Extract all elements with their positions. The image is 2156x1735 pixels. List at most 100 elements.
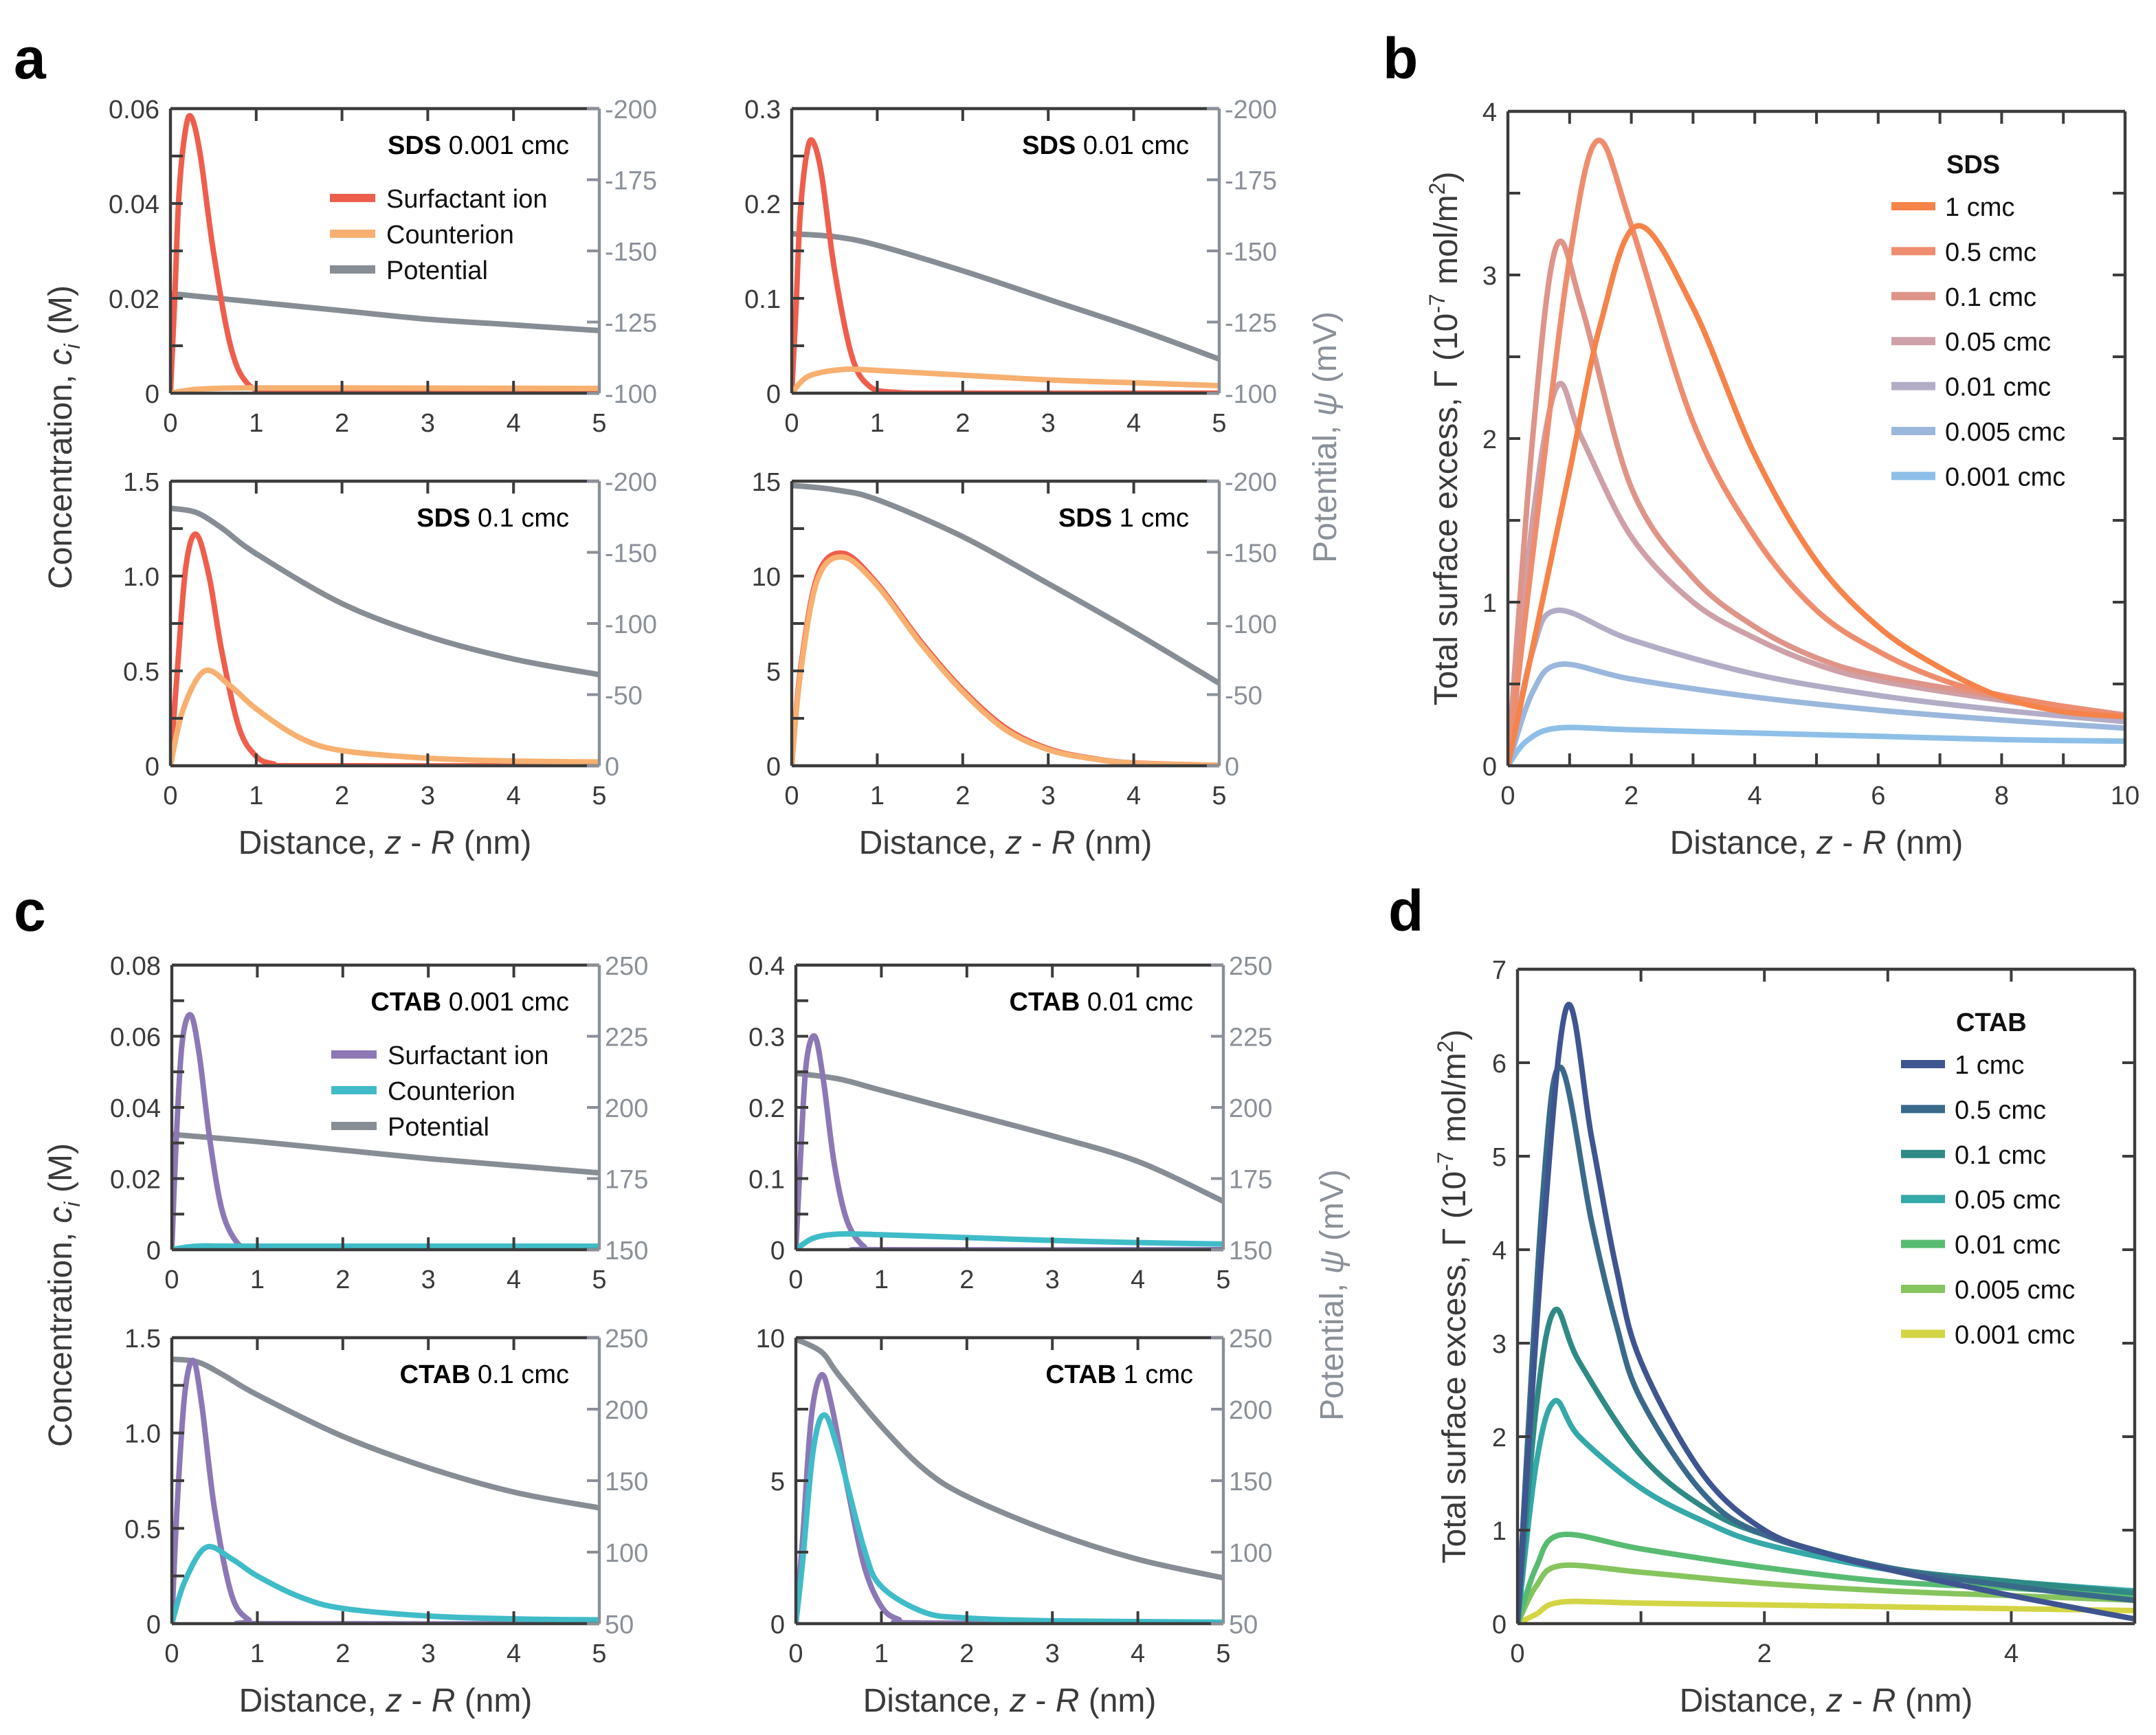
y2-tick-label: 200 [605, 1094, 648, 1123]
subplot-title: CTAB 1 cmc [1045, 1360, 1193, 1389]
x-tick-label: 4 [1131, 1639, 1145, 1668]
legend-label: Potential [388, 1113, 489, 1142]
x-tick-label: 4 [1126, 409, 1141, 438]
y-tick-label: 5 [766, 658, 781, 687]
plots: 0 1 2 3 4 500.020.040.06-100-125-150-175-200S… [43, 96, 2140, 1719]
space [1112, 504, 1120, 533]
series-line-counterion [172, 1543, 599, 1624]
surfactant-name: SDS [388, 131, 441, 160]
x-tick-label: 1 [870, 409, 885, 438]
y2-tick-label: 175 [605, 1166, 648, 1195]
x-tick-label: 0 [788, 1266, 803, 1294]
y-axis-label-surface-excess-b-part: 2 [1425, 183, 1449, 195]
series-line-surfactant-ion [792, 550, 1219, 766]
x-tick-label: 2 [335, 782, 349, 810]
legend-label: 0.05 cmc [1945, 328, 2051, 357]
x-axis-label-part: R [1863, 825, 1887, 861]
x-axis-label-part: R [1052, 825, 1076, 861]
y-tick-label: 0 [770, 1237, 785, 1266]
series-group [170, 505, 599, 766]
x-axis-label-part: R [1872, 1683, 1896, 1719]
x-tick-label: 4 [507, 1639, 521, 1668]
x-axis-label-part: z [1816, 825, 1833, 861]
series-line-potential [796, 1336, 1223, 1581]
y2-tick-label: 175 [1229, 1166, 1272, 1195]
y2-axis-label-potential-c: Potential, ψ (mV) [1314, 1169, 1351, 1421]
x-tick-label: 2 [959, 1266, 974, 1294]
y-axis-label-concentration-a-part: c [43, 349, 79, 365]
y-axis-label-concentration-a-part: Concentration, [43, 365, 79, 589]
y2-tick-label: -125 [605, 309, 657, 338]
series-line-surfactant-ion [172, 1358, 599, 1624]
subplot-title: SDS 0.01 cmc [1022, 131, 1189, 160]
y2-tick-label: 150 [1229, 1468, 1272, 1496]
x-tick-label: 1 [250, 1639, 265, 1668]
legend-label: 0.005 cmc [1955, 1276, 2075, 1305]
surfactant-name: CTAB [400, 1360, 471, 1389]
x-axis-label-part: (nm) [1075, 825, 1152, 861]
y-axis-label-surface-excess-d-part: -7 [1433, 1151, 1458, 1171]
legend-label: 1 cmc [1945, 193, 2014, 222]
subplot-title: SDS 0.001 cmc [388, 131, 569, 160]
subplot-title: SDS 1 cmc [1058, 504, 1189, 533]
x-tick-label: 2 [335, 1639, 350, 1668]
x-tick-label: 2 [335, 409, 349, 438]
x-tick-label: 0 [1510, 1639, 1524, 1668]
x-axis-label-part: Distance, [859, 825, 1005, 861]
y2-tick-label: -200 [605, 468, 657, 497]
space [470, 1360, 478, 1389]
series-group [796, 1033, 1223, 1250]
x-tick-label: 3 [421, 409, 435, 438]
series-line-0-001-cmc [1508, 725, 2125, 766]
series-line-surfactant-ion [172, 1012, 599, 1250]
y2-tick-label: -50 [1225, 682, 1263, 711]
series-line-surfactant-ion [796, 1033, 1223, 1250]
x-tick-label: 3 [1041, 409, 1056, 438]
y2-tick-label: -150 [605, 238, 657, 267]
series-line-1-cmc [1508, 223, 2125, 766]
x-tick-label: 3 [421, 782, 435, 810]
y-axis-label-surface-excess-b-part: Total surface excess, Γ (10 [1428, 313, 1465, 706]
y-axis-label-surface-excess-d-part: Total surface excess, Γ (10 [1436, 1171, 1473, 1564]
x-tick-label: 5 [592, 409, 606, 438]
y2-tick-label: -100 [605, 380, 657, 409]
legend-label: Counterion [388, 1077, 515, 1106]
y2-tick-label: 150 [605, 1468, 648, 1496]
y-tick-label: 1 [1492, 1517, 1507, 1546]
y2-tick-label: -175 [605, 167, 657, 196]
x-axis-label-part: - [1026, 1683, 1056, 1719]
series-line-surfactant-ion [796, 1372, 1223, 1624]
x-axis-label-part: R [432, 1683, 456, 1719]
legend-label: Surfactant ion [388, 1041, 548, 1070]
plot-b: 0 2 4 6 8 10 0 1 2 3 4 SDS 1 cmc 0.5 cmc 0.1 cmc 0.05 c… [1482, 98, 2140, 810]
x-tick-label: 5 [1216, 1266, 1230, 1294]
y-axis-label-surface-excess-b-part: -7 [1425, 294, 1449, 313]
legend-label: Potential [386, 256, 488, 285]
y-tick-label: 3 [1482, 262, 1497, 291]
concentration-label: 0.1 cmc [478, 1360, 569, 1389]
y-tick-label: 0.08 [110, 952, 161, 981]
y2-tick-label: 0 [605, 753, 619, 782]
concentration-label: 1 cmc [1120, 504, 1189, 533]
series-line-counterion [792, 554, 1219, 766]
y2-tick-label: 100 [1229, 1539, 1272, 1568]
series-line-surfactant-ion [792, 137, 1219, 393]
y-axis-label-surface-excess-b-part: mol/m [1428, 195, 1465, 294]
x-axis-label-part: z [384, 825, 401, 861]
concentration-label: 0.001 cmc [449, 131, 569, 160]
y2-tick-label: 250 [605, 1325, 648, 1353]
x-tick-label: 2 [335, 1266, 350, 1294]
x-axis-label-part: - [1843, 1683, 1872, 1719]
x-tick-label: 1 [249, 409, 263, 438]
x-axis-label-part: (nm) [454, 825, 531, 861]
surfactant-name: CTAB [370, 988, 441, 1017]
x-axis-label: Distance, z - R (nm) [1680, 1683, 1973, 1719]
x-tick-label: 3 [421, 1266, 436, 1294]
series-group [792, 483, 1219, 766]
y-axis-label-surface-excess-d-part: mol/m [1436, 1052, 1473, 1151]
concentration-label: 0.01 cmc [1087, 988, 1193, 1017]
space [1076, 131, 1083, 160]
x-tick-label: 6 [1871, 782, 1885, 810]
y-axis-label-concentration-a: Concentration, ci (M) [43, 285, 85, 589]
